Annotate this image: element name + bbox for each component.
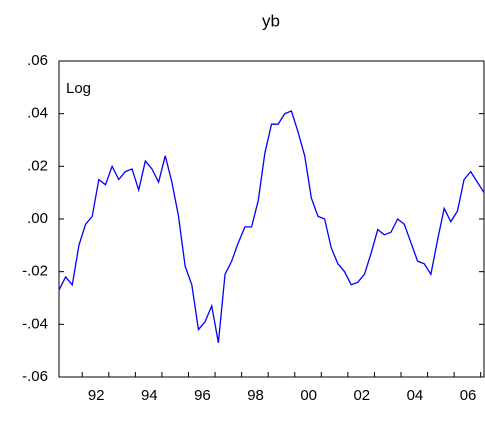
y-tick-label: -.04: [22, 315, 48, 332]
x-tick-label: 04: [407, 387, 424, 404]
chart-title: yb: [262, 11, 280, 30]
y-tick-label: -.02: [22, 263, 48, 280]
y-tick-label: -.06: [22, 368, 48, 385]
x-tick-label: 94: [141, 387, 158, 404]
y-tick-label: .00: [27, 210, 48, 227]
x-tick-label: 02: [353, 387, 370, 404]
x-tick-label: 92: [88, 387, 105, 404]
x-tick-label: 98: [247, 387, 264, 404]
plot-frame: [58, 60, 485, 378]
x-tick-label: 00: [300, 387, 317, 404]
annotation: Log: [66, 80, 91, 97]
series-line: [58, 110, 485, 343]
y-tick-label: .02: [27, 157, 48, 174]
y-tick-label: .04: [27, 105, 48, 122]
x-tick-label: 96: [194, 387, 211, 404]
x-tick-label: 06: [460, 387, 477, 404]
y-tick-label: .06: [27, 52, 48, 69]
